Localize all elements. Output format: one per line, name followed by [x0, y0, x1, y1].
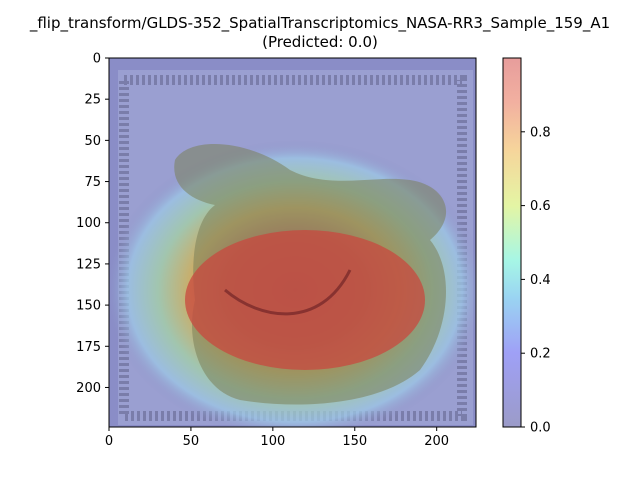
y-axis: 0 25 50 75 100 125 150 175 200: [76, 52, 109, 396]
chart-title-line-1: _flip_transform/GLDS-352_SpatialTranscri…: [29, 14, 611, 32]
y-tick-label: 200: [76, 381, 101, 396]
colorbar-tick-label: 0.8: [530, 125, 551, 140]
y-tick-label: 50: [84, 134, 101, 149]
x-tick-label: 150: [342, 434, 367, 449]
y-tick-label: 100: [76, 216, 101, 231]
y-tick-label: 125: [76, 257, 101, 272]
chart-title-line-2: (Predicted: 0.0): [262, 33, 378, 51]
y-tick-label: 0: [93, 52, 101, 67]
y-tick-label: 75: [84, 175, 101, 190]
y-tick-label: 175: [76, 340, 101, 355]
colorbar-axis: 0.0 0.2 0.4 0.6 0.8: [521, 125, 551, 436]
plot-frame: [108, 57, 477, 428]
x-axis: 0 50 100 150 200: [105, 427, 449, 449]
x-tick-label: 100: [260, 434, 285, 449]
tissue-fold-line: [224, 269, 352, 316]
colorbar: [502, 57, 522, 428]
colorbar-tick-label: 0.6: [530, 199, 551, 214]
x-tick-label: 200: [424, 434, 449, 449]
colorbar-tick-label: 0.2: [530, 347, 551, 362]
y-tick-label: 25: [84, 93, 101, 108]
heatmap-hotspot: [185, 230, 425, 370]
colorbar-tick-label: 0.4: [530, 273, 551, 288]
colorbar-tick-label: 0.0: [530, 421, 551, 436]
x-tick-label: 0: [105, 434, 113, 449]
y-tick-label: 150: [76, 299, 101, 314]
heatmap-plot-area: [109, 58, 476, 427]
x-tick-label: 50: [183, 434, 200, 449]
